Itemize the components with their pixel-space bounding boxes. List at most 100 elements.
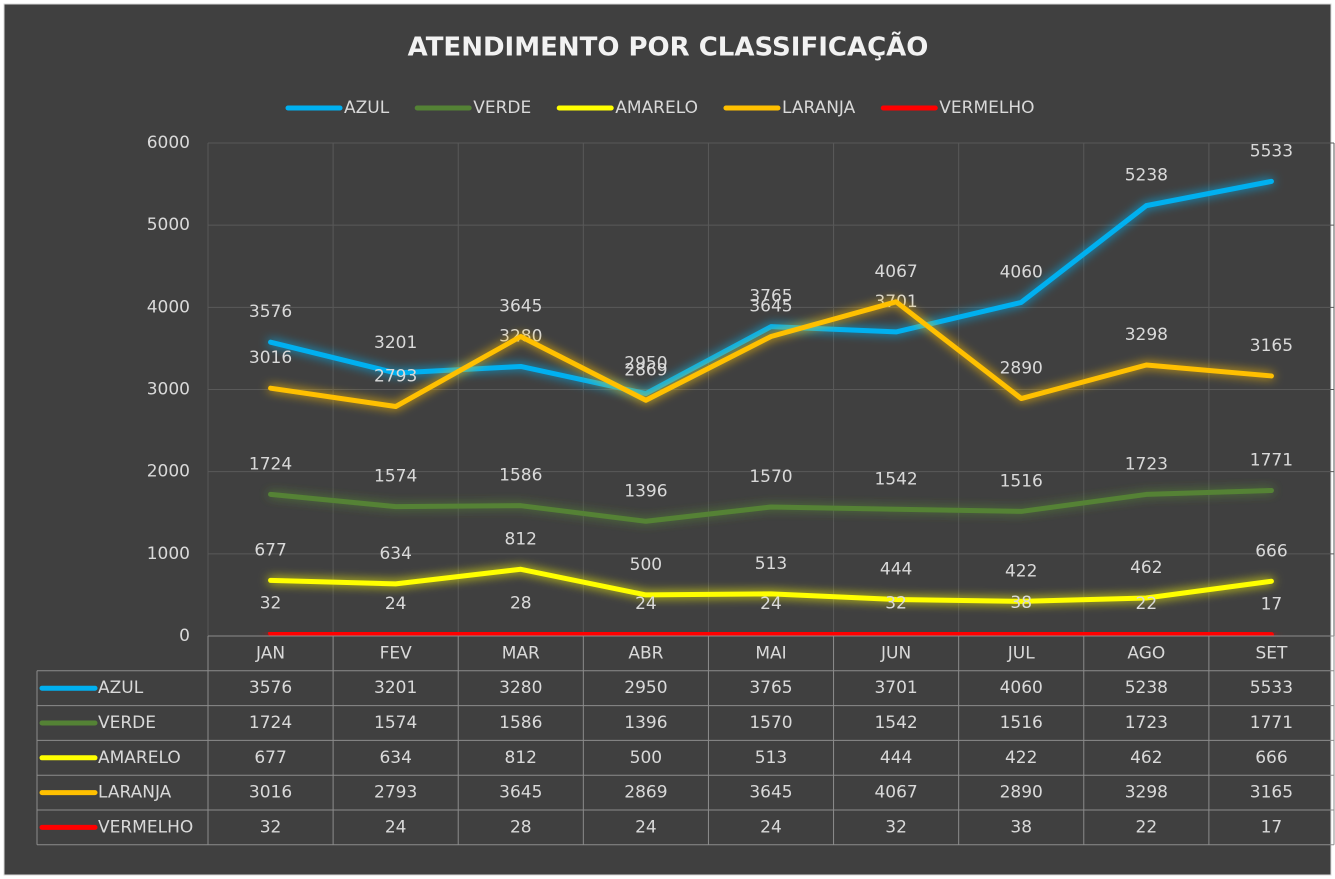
table-cell: 24 bbox=[760, 817, 782, 837]
chart-title: ATENDIMENTO POR CLASSIFICAÇÃO bbox=[408, 31, 929, 63]
table-cell: 22 bbox=[1136, 817, 1158, 837]
table-cell: 1542 bbox=[874, 713, 917, 733]
table-cell: 500 bbox=[630, 748, 662, 768]
table-cell: 24 bbox=[385, 817, 407, 837]
data-label: 812 bbox=[505, 529, 537, 549]
chart-background bbox=[3, 3, 1332, 876]
series-line bbox=[268, 630, 1274, 638]
y-tick-label: 6000 bbox=[147, 133, 190, 153]
table-cell: 5238 bbox=[1125, 678, 1168, 698]
table-cell: 1516 bbox=[1000, 713, 1043, 733]
table-cell: 1396 bbox=[624, 713, 667, 733]
table-cell: 3165 bbox=[1250, 783, 1293, 803]
data-label: 2950 bbox=[624, 354, 667, 374]
table-cell: 3298 bbox=[1125, 783, 1168, 803]
table-row-label: VERMELHO bbox=[98, 817, 193, 837]
table-cell: 4067 bbox=[874, 783, 917, 803]
table-row-label: LARANJA bbox=[98, 783, 172, 803]
data-label: 22 bbox=[1136, 594, 1158, 614]
data-label: 24 bbox=[635, 594, 657, 614]
data-label: 17 bbox=[1261, 595, 1283, 615]
series-line bbox=[268, 566, 1274, 604]
data-label: 1586 bbox=[499, 466, 542, 486]
table-cell: 2890 bbox=[1000, 783, 1043, 803]
data-label: 24 bbox=[760, 594, 782, 614]
y-tick-label: 3000 bbox=[147, 380, 190, 400]
table-cell: 1723 bbox=[1125, 713, 1168, 733]
table-row-label: AMARELO bbox=[98, 748, 181, 768]
legend-label: VERMELHO bbox=[939, 98, 1034, 118]
data-label: 513 bbox=[755, 554, 787, 574]
y-tick-label: 5000 bbox=[147, 215, 190, 235]
data-label: 5238 bbox=[1125, 166, 1168, 186]
data-label: 3298 bbox=[1125, 325, 1168, 345]
data-label: 3016 bbox=[249, 348, 292, 368]
x-tick-label: FEV bbox=[380, 643, 413, 663]
table-cell: 2793 bbox=[374, 783, 417, 803]
data-label: 634 bbox=[379, 544, 411, 564]
table-row-label: AZUL bbox=[98, 678, 144, 698]
table-cell: 1586 bbox=[499, 713, 542, 733]
x-tick-label: JUL bbox=[1007, 643, 1035, 663]
y-tick-label: 0 bbox=[179, 626, 190, 646]
x-tick-label: MAR bbox=[502, 643, 540, 663]
table-cell: 513 bbox=[755, 748, 787, 768]
table-cell: 32 bbox=[260, 817, 282, 837]
table-cell: 3701 bbox=[874, 678, 917, 698]
series-group bbox=[268, 630, 1274, 638]
series-group bbox=[268, 178, 1274, 397]
table-row-label: VERDE bbox=[98, 713, 156, 733]
y-tick-label: 4000 bbox=[147, 297, 190, 317]
data-label: 500 bbox=[630, 555, 662, 575]
table-cell: 3645 bbox=[499, 783, 542, 803]
table-cell: 1570 bbox=[749, 713, 792, 733]
legend-label: AZUL bbox=[344, 98, 390, 118]
x-tick-label: MAI bbox=[755, 643, 786, 663]
x-tick-label: ABR bbox=[628, 643, 663, 663]
data-label: 2869 bbox=[624, 360, 667, 380]
table-cell: 812 bbox=[505, 748, 537, 768]
y-tick-label: 1000 bbox=[147, 544, 190, 564]
table-cell: 1771 bbox=[1250, 713, 1293, 733]
table-cell: 3201 bbox=[374, 678, 417, 698]
table-cell: 2950 bbox=[624, 678, 667, 698]
data-label: 3765 bbox=[749, 287, 792, 307]
data-label: 677 bbox=[254, 540, 286, 560]
series-group bbox=[268, 566, 1274, 604]
data-label: 32 bbox=[260, 593, 282, 613]
data-label: 24 bbox=[385, 594, 407, 614]
data-label: 3645 bbox=[499, 297, 542, 317]
data-label: 4060 bbox=[1000, 262, 1043, 282]
data-label: 444 bbox=[880, 560, 912, 580]
table-cell: 3576 bbox=[249, 678, 292, 698]
table-cell: 444 bbox=[880, 748, 912, 768]
legend-label: VERDE bbox=[473, 98, 531, 118]
data-label: 666 bbox=[1255, 541, 1287, 561]
data-label: 1574 bbox=[374, 467, 417, 487]
table-cell: 2869 bbox=[624, 783, 667, 803]
table-cell: 1574 bbox=[374, 713, 417, 733]
table-cell: 5533 bbox=[1250, 678, 1293, 698]
legend-label: AMARELO bbox=[615, 98, 698, 118]
data-label: 1570 bbox=[749, 467, 792, 487]
table-cell: 677 bbox=[254, 748, 286, 768]
data-label: 2890 bbox=[1000, 359, 1043, 379]
series-group bbox=[268, 299, 1274, 410]
series-line bbox=[268, 299, 1274, 410]
series-group bbox=[268, 487, 1274, 524]
x-tick-label: AGO bbox=[1127, 643, 1165, 663]
table-cell: 422 bbox=[1005, 748, 1037, 768]
data-label: 2793 bbox=[374, 367, 417, 387]
table-cell: 32 bbox=[885, 817, 907, 837]
data-label: 4067 bbox=[874, 262, 917, 282]
table-cell: 462 bbox=[1130, 748, 1162, 768]
data-label: 3201 bbox=[374, 333, 417, 353]
table-cell: 3765 bbox=[749, 678, 792, 698]
data-label: 1723 bbox=[1125, 454, 1168, 474]
data-label: 38 bbox=[1010, 593, 1032, 613]
data-label: 3576 bbox=[249, 302, 292, 322]
table-cell: 24 bbox=[635, 817, 657, 837]
table-cell: 17 bbox=[1261, 817, 1283, 837]
data-label: 32 bbox=[885, 593, 907, 613]
